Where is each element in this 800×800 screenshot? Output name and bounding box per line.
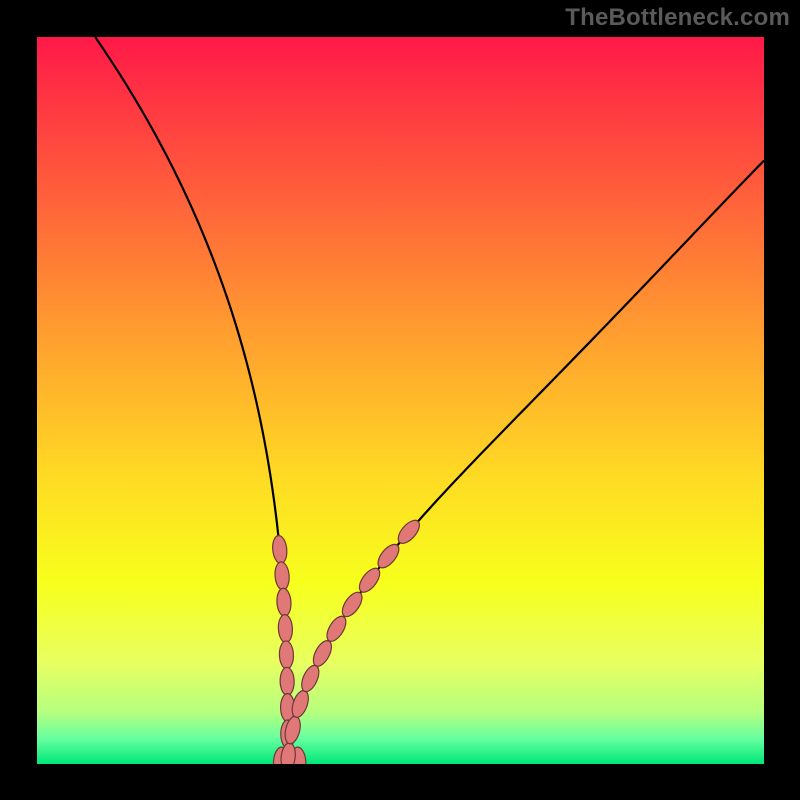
curve-marker (280, 667, 295, 695)
chart-container: TheBottleneck.com (0, 0, 800, 800)
bottleneck-chart (0, 0, 800, 800)
watermark-text: TheBottleneck.com (565, 4, 790, 32)
gradient-background (37, 37, 764, 764)
curve-marker (279, 641, 294, 669)
